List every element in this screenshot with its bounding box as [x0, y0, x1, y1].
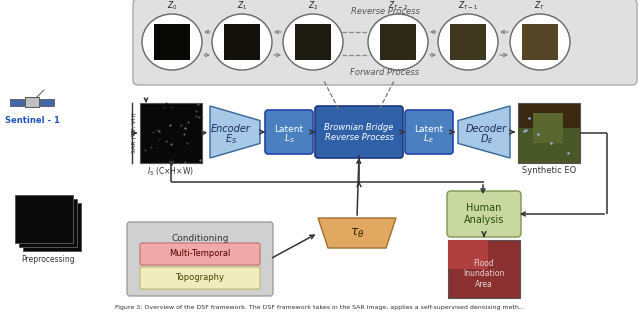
Text: $L_E$: $L_E$ — [424, 133, 435, 145]
Polygon shape — [458, 106, 510, 158]
FancyBboxPatch shape — [447, 191, 521, 237]
Text: Encoder: Encoder — [211, 124, 251, 134]
Ellipse shape — [142, 14, 202, 70]
Bar — [40, 99, 54, 106]
Bar — [19, 199, 77, 247]
Bar — [518, 103, 580, 163]
Ellipse shape — [283, 14, 343, 70]
Ellipse shape — [212, 14, 272, 70]
Bar — [533, 113, 563, 143]
Text: $Z_T$: $Z_T$ — [534, 0, 545, 12]
Bar — [140, 103, 202, 163]
Text: Brownian Bridge: Brownian Bridge — [324, 124, 394, 132]
Text: Multi-Temporal: Multi-Temporal — [170, 249, 230, 259]
Text: $\tau_\theta$: $\tau_\theta$ — [349, 226, 364, 239]
Bar — [15, 195, 73, 243]
Text: Decoder: Decoder — [466, 124, 507, 134]
Bar — [522, 24, 558, 60]
Ellipse shape — [438, 14, 498, 70]
Bar — [518, 128, 580, 163]
Polygon shape — [210, 106, 260, 158]
Text: $Z_{T-1}$: $Z_{T-1}$ — [458, 0, 478, 12]
FancyBboxPatch shape — [127, 222, 273, 296]
Text: SAR (VV, VH): SAR (VV, VH) — [132, 113, 137, 153]
Text: Flood
Inundation
Area: Flood Inundation Area — [463, 259, 505, 289]
FancyBboxPatch shape — [265, 110, 313, 154]
FancyBboxPatch shape — [140, 243, 260, 265]
Text: Figure 3: Overview of the DSF framework. The DSF framework takes in the SAR imag: Figure 3: Overview of the DSF framework.… — [115, 305, 525, 310]
Bar — [295, 24, 331, 60]
Text: Human
Analysis: Human Analysis — [464, 203, 504, 225]
Text: Latent: Latent — [415, 125, 444, 134]
Polygon shape — [318, 218, 396, 248]
Bar — [380, 24, 416, 60]
Text: Latent: Latent — [275, 125, 303, 134]
Text: $D_E$: $D_E$ — [480, 132, 493, 146]
Ellipse shape — [368, 14, 428, 70]
FancyBboxPatch shape — [133, 0, 637, 85]
Text: $Z_2$: $Z_2$ — [308, 0, 318, 12]
Text: $Z_0$: $Z_0$ — [167, 0, 177, 12]
Bar — [450, 24, 486, 60]
Text: $I_S$ (C×H×W): $I_S$ (C×H×W) — [147, 166, 195, 178]
Text: $Z_1$: $Z_1$ — [237, 0, 247, 12]
Text: Reverse Process: Reverse Process — [324, 134, 394, 142]
FancyBboxPatch shape — [315, 106, 403, 158]
FancyBboxPatch shape — [140, 267, 260, 289]
Text: Synthetic EO: Synthetic EO — [522, 166, 576, 175]
Bar — [154, 24, 190, 60]
Bar — [448, 240, 520, 298]
FancyBboxPatch shape — [405, 110, 453, 154]
Text: Sentinel - 1: Sentinel - 1 — [4, 116, 60, 125]
Text: Preprocessing: Preprocessing — [21, 255, 75, 264]
Bar — [23, 203, 81, 251]
Text: Reverse Process: Reverse Process — [351, 7, 419, 16]
Ellipse shape — [510, 14, 570, 70]
Text: Conditioning: Conditioning — [172, 234, 228, 243]
Bar — [224, 24, 260, 60]
Text: Topography: Topography — [175, 274, 225, 283]
Text: Forward Process: Forward Process — [351, 68, 420, 77]
Bar — [25, 97, 39, 107]
Text: $E_S$: $E_S$ — [225, 132, 237, 146]
Bar — [448, 240, 488, 269]
Text: $L_S$: $L_S$ — [284, 133, 294, 145]
Bar — [10, 99, 24, 106]
Text: $Z_{T-2}$: $Z_{T-2}$ — [388, 0, 408, 12]
